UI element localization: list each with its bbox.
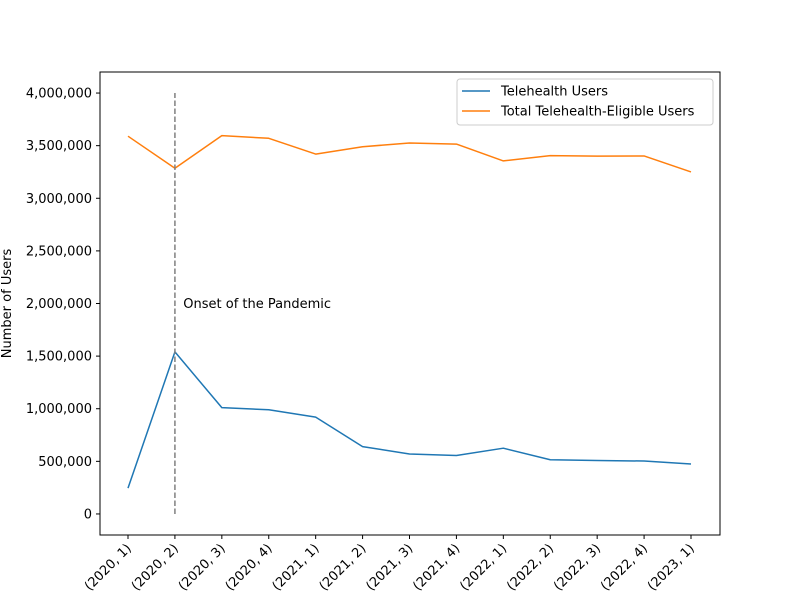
y-tick-label: 4,000,000 <box>26 87 92 102</box>
y-tick-label: 0 <box>84 507 92 522</box>
series-line-total-eligible-users <box>127 134 692 173</box>
y-tick-label: 2,000,000 <box>26 297 92 312</box>
legend-entry-label: Total Telehealth-Eligible Users <box>500 105 695 120</box>
legend-box <box>456 78 714 126</box>
y-tick-label: 3,000,000 <box>26 192 92 207</box>
y-tick-label: 500,000 <box>38 455 92 470</box>
y-tick-label: 3,500,000 <box>26 139 92 154</box>
y-axis-title: Number of Users <box>0 249 15 359</box>
legend: Telehealth Users Total Telehealth-Eligibl… <box>456 78 714 126</box>
legend-entry-label: Telehealth Users <box>500 85 608 100</box>
series-line-telehealth-users <box>127 351 692 489</box>
y-tick-label: 1,000,000 <box>26 402 92 417</box>
y-tick-label: 2,500,000 <box>26 244 92 259</box>
y-tick-label: 1,500,000 <box>26 350 92 365</box>
annotation-text: Onset of the Pandemic <box>183 297 331 312</box>
